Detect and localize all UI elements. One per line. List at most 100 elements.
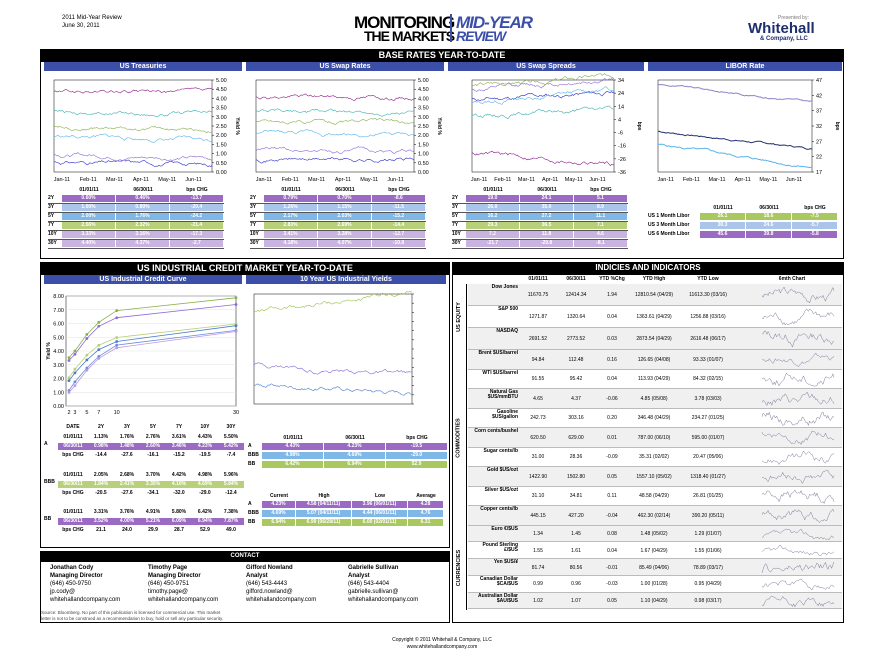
index-value: 95.42 [569,376,583,383]
index-value: 1.02 [533,598,543,605]
contact-role: Analyst [348,573,370,579]
rate-value: 2.03% [318,213,371,220]
index-value: 1.34 [533,530,543,537]
footer-copyright: Copyright © 2011 Whitehall & Company, LL… [392,637,492,643]
series-line [253,383,413,396]
index-value: 0.99 [533,581,543,588]
y-tick-label: 4.50 [418,87,429,93]
sparkline-path [761,391,835,407]
sparkline [761,450,835,465]
row-divider [452,230,628,231]
row-divider [48,230,224,231]
y-tick-label: 24 [618,91,624,97]
row-divider [250,221,426,222]
curve-value: 29.9 [148,527,158,533]
rate-value: 1.76% [116,213,169,220]
x-tick-label: 7 [97,410,100,416]
libor-value: 18.6 [746,213,791,220]
rate-value: 4.6 [574,231,627,238]
y-tick-label: 5.00 [216,78,227,84]
curve-point [234,324,238,328]
table-row [468,467,842,487]
index-value: 1318.40 (01/27) [690,473,726,480]
curve-value: 3.52% [88,518,114,525]
index-group-label: CURRENCIES [452,526,466,610]
curve-point [115,343,119,347]
row-label: 3Y [48,204,55,210]
yield-value: 52.9 [386,461,447,468]
column-header: 06/30/11 [335,187,355,193]
company-logo-sub: & Company, LLC [760,36,808,42]
rate-value: 3.16% [116,231,169,238]
column-header: 10Y [200,424,210,430]
curve-point [234,296,238,300]
curve-value: 3.70% [145,472,161,478]
index-value: 80.56 [569,564,583,571]
curve-value: 01/01/11 [63,509,83,515]
x-tick-label: Feb-11 [494,177,511,183]
y-tick-label: 1.00 [216,152,227,158]
index-value: 12810.54 (04/29) [634,292,674,298]
row-divider [452,248,628,249]
y-tick-label: 3.50 [418,106,429,112]
column-header: YTD Low [697,276,719,282]
curve-point [115,336,119,339]
series-line [471,73,615,87]
y-tick-label: -36 [618,170,626,176]
index-value: -0.06 [606,395,618,402]
column-header: 06/30/11 [566,276,586,282]
curve-point [85,337,89,340]
index-value: 1320.64 [566,314,586,320]
rate-value: 16.2 [466,213,519,220]
y-tick-label: 3.00 [53,363,64,369]
y-tick-label: 2.50 [418,124,429,130]
index-value: 12414.34 [565,292,587,298]
libor-value: -7.5 [792,213,837,220]
table-row [468,306,842,328]
curve-value: 21.1 [96,527,106,533]
curve-value: 1.76% [119,434,135,440]
index-value: 462.30 (02/14) [637,512,671,519]
index-value: 1.45 [571,530,581,537]
curve-value: 5.84% [218,481,244,488]
table-row [468,328,842,350]
rating-label: BBB [248,452,259,458]
index-value: 1.61 [571,547,581,554]
curve-point [67,359,71,362]
index-value: 11613.30 (03/16) [689,292,727,298]
x-tick-label: Jun-11 [786,177,802,183]
index-value: 346.48 (04/29) [637,415,671,422]
index-name: Silver $US/ozt [484,486,518,493]
index-value: 1.10 (04/29) [640,598,668,605]
row-label: 10Y [48,231,57,237]
credit-curve-chart: 8.00 7.00 6.00 5.00 4.00 3.00 2.00 1.00 0.00 Yiel… [46,294,239,416]
curve-value: bps CHG [62,490,84,496]
curve-value: 5.80% [171,509,187,515]
x-tick-label: Apr-11 [335,177,351,183]
rate-value: -15.2 [372,213,425,220]
us-swap-rates-title: US Swap Rates [246,62,444,71]
curve-value: 6.94% [192,518,218,525]
index-name: Sugar cents/lb [483,447,518,454]
curve-point [73,349,77,353]
index-value: 31.10 [531,493,545,500]
curve-value: 06/30/11 [58,518,88,525]
contact-email: gabrielle.sullivan@ [348,589,399,595]
y-tick-label: 3.00 [216,115,227,121]
curve-point [97,343,101,347]
index-value: 0.04 [607,547,617,554]
curve-line [68,331,237,393]
index-group-label: US EQUITY [452,284,466,350]
index-value: 1557.10 (05/02) [636,473,672,480]
index-value: 0.95 (04/29) [694,581,722,588]
contact-phone: (646) 543-4443 [246,581,288,587]
curve-value: 5.42% [218,443,244,450]
y-tick-label: 22 [816,155,822,161]
sparkline-path [761,561,835,573]
rate-value: -29.8 [520,240,573,247]
disclaimer-line-1: Source: Bloomberg. No part of this publi… [41,610,221,615]
y-tick-label: 4.00 [53,349,64,355]
index-value: -0.09 [606,454,618,461]
range-value: 6.31 [408,519,443,526]
index-value: -0.04 [606,512,618,519]
